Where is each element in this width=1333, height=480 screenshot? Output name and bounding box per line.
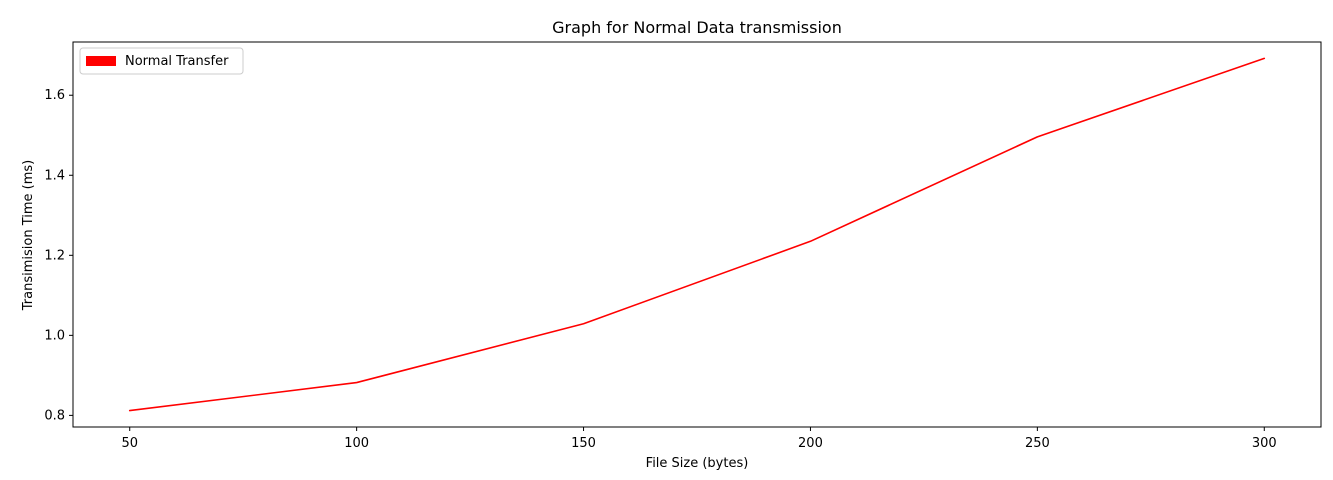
y-axis-ticks: 0.8 1.0 1.2 1.4 1.6 — [44, 88, 73, 423]
x-tick-label: 150 — [571, 436, 596, 451]
chart-title: Graph for Normal Data transmission — [552, 18, 842, 37]
y-tick-label: 0.8 — [44, 408, 65, 423]
y-tick-label: 1.4 — [44, 168, 65, 183]
series-layer — [128, 57, 1266, 412]
x-tick-label: 250 — [1025, 436, 1050, 451]
x-axis-ticks: 50 100 150 200 250 300 — [121, 427, 1277, 451]
x-axis-label: File Size (bytes) — [646, 456, 749, 471]
y-tick-label: 1.2 — [44, 248, 65, 263]
plot-area-frame — [72, 41, 1322, 428]
y-tick-label: 1.0 — [44, 328, 65, 343]
legend-label: Normal Transfer — [125, 54, 229, 69]
y-tick-label: 1.6 — [44, 88, 65, 103]
legend-swatch — [86, 56, 116, 66]
x-tick-label: 50 — [121, 436, 138, 451]
series-line-normal-transfer — [128, 57, 1266, 412]
x-tick-label: 100 — [344, 436, 369, 451]
y-axis-label: Transimision Time (ms) — [21, 160, 36, 311]
x-tick-label: 300 — [1252, 436, 1277, 451]
legend: Normal Transfer — [79, 47, 244, 75]
x-tick-label: 200 — [798, 436, 823, 451]
legend-box — [79, 47, 244, 75]
